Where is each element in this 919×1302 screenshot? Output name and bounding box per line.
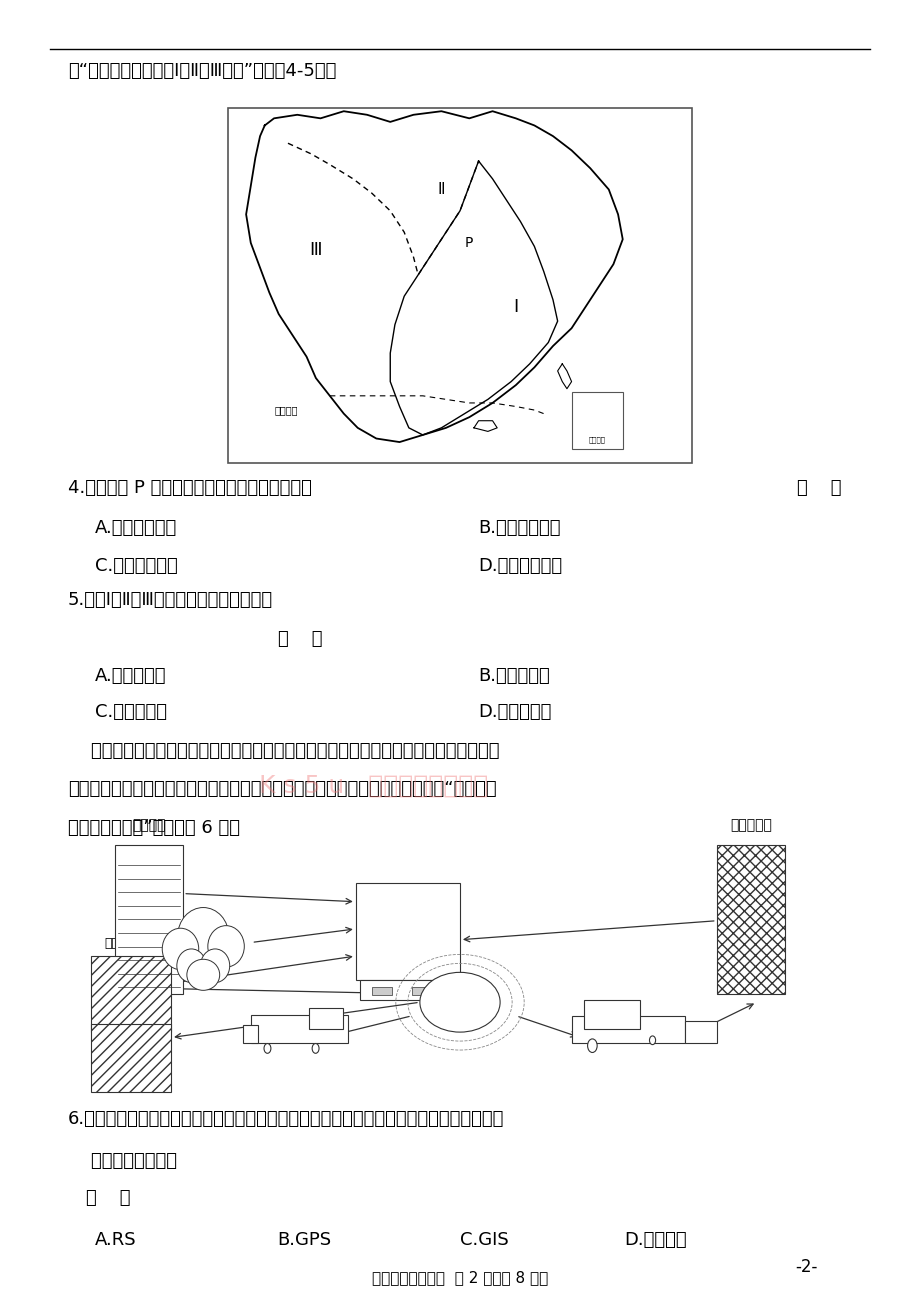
Text: 土壤状况电子图: 土壤状况电子图 <box>105 936 157 949</box>
Circle shape <box>649 1036 655 1044</box>
Text: A.地形条件不同: A.地形条件不同 <box>96 519 177 536</box>
Text: D.数字地球: D.数字地球 <box>623 1230 686 1249</box>
Text: 读“我国三大自然区（Ⅰ、Ⅱ、Ⅲ）图”，完成4-5题。: 读“我国三大自然区（Ⅰ、Ⅱ、Ⅲ）图”，完成4-5题。 <box>68 62 336 81</box>
Circle shape <box>587 1039 596 1052</box>
Text: 决策支
持系统: 决策支 持系统 <box>395 918 419 945</box>
Text: Ⅲ: Ⅲ <box>310 241 322 259</box>
Text: A.土壤与植被: A.土壤与植被 <box>96 667 166 685</box>
Text: 北回归线: 北回归线 <box>274 405 297 415</box>
Bar <box>227 108 692 464</box>
Text: 气象信息: 气象信息 <box>188 962 218 975</box>
Text: 舒中高二统考地理  第 2 页（共 8 页）: 舒中高二统考地理 第 2 页（共 8 页） <box>371 1269 548 1285</box>
Text: P: P <box>465 236 473 250</box>
Bar <box>309 1008 343 1029</box>
Text: GPS: GPS <box>444 995 475 1010</box>
Bar <box>371 987 391 996</box>
Bar <box>716 845 784 995</box>
Ellipse shape <box>200 949 230 983</box>
Text: 产量电子图: 产量电子图 <box>112 1005 150 1017</box>
Text: 精确农业是由信息技术支持的、根据空间变异定位、定时、定量地实施一整套现代化农: 精确农业是由信息技术支持的、根据空间变异定位、定时、定量地实施一整套现代化农 <box>68 742 499 759</box>
Text: 系统工作示意图”，完成第 6 题。: 系统工作示意图”，完成第 6 题。 <box>68 819 240 837</box>
Circle shape <box>264 1043 270 1053</box>
Text: K s 5 u   您身边的同考专家: K s 5 u 您身边的同考专家 <box>259 773 488 798</box>
Text: Ⅱ: Ⅱ <box>437 182 445 197</box>
Ellipse shape <box>208 926 244 967</box>
Bar <box>356 883 460 980</box>
Bar <box>244 1025 257 1043</box>
Text: 南海诸岛: 南海诸岛 <box>588 437 605 444</box>
Bar <box>583 1000 639 1030</box>
Text: 6.为了制作农田的产量电子图，需要获取田间作物生长情况和产量的空间分布信息，所采用: 6.为了制作农田的产量电子图，需要获取田间作物生长情况和产量的空间分布信息，所采… <box>68 1111 504 1129</box>
Text: B.水文与植被: B.水文与植被 <box>478 667 550 685</box>
Bar <box>91 956 171 1032</box>
Bar <box>115 845 183 995</box>
Ellipse shape <box>162 928 199 970</box>
Text: （    ）: （ ） <box>278 630 322 648</box>
Text: D.地形与水文: D.地形与水文 <box>478 703 551 721</box>
Text: C.土壤肥力不同: C.土壤肥力不同 <box>96 556 178 574</box>
Bar <box>572 1016 684 1043</box>
Text: 4.地理界线 P 南北两侧种植业不同，主要原因是: 4.地理界线 P 南北两侧种植业不同，主要原因是 <box>68 479 312 497</box>
Text: 5.图示Ⅰ、Ⅱ、Ⅲ三大自然区划分的依据是: 5.图示Ⅰ、Ⅱ、Ⅲ三大自然区划分的依据是 <box>68 591 273 609</box>
Ellipse shape <box>176 949 206 983</box>
Text: C.GIS: C.GIS <box>460 1230 508 1249</box>
Bar <box>251 1016 347 1043</box>
Text: （    ）: （ ） <box>86 1189 130 1207</box>
Text: B.GPS: B.GPS <box>278 1230 332 1249</box>
Text: -2-: -2- <box>794 1258 817 1276</box>
Text: 技术评估: 技术评估 <box>132 818 165 832</box>
Bar <box>571 392 622 449</box>
Text: （    ）: （ ） <box>797 479 841 497</box>
Bar <box>412 987 431 996</box>
Text: C.地形与气候: C.地形与气候 <box>96 703 167 721</box>
Text: D.水热条件不同: D.水热条件不同 <box>478 556 562 574</box>
Text: Ⅰ: Ⅰ <box>513 298 517 316</box>
Bar <box>91 1023 171 1092</box>
Ellipse shape <box>187 960 220 991</box>
Circle shape <box>312 1043 319 1053</box>
Text: 事操作技术与管理的系统，是实现农业低耗、高效、优质、安全的重要途径。读“精确农业: 事操作技术与管理的系统，是实现农业低耗、高效、优质、安全的重要途径。读“精确农业 <box>68 780 496 798</box>
Ellipse shape <box>419 973 500 1032</box>
Text: 的地理信息技术是: 的地理信息技术是 <box>68 1152 176 1169</box>
Text: A.RS: A.RS <box>96 1230 137 1249</box>
Bar <box>684 1021 716 1043</box>
Text: B.耕作技术不同: B.耕作技术不同 <box>478 519 560 536</box>
Ellipse shape <box>177 907 229 965</box>
Bar <box>359 980 456 1000</box>
Text: 肌力电子图: 肌力电子图 <box>729 818 771 832</box>
